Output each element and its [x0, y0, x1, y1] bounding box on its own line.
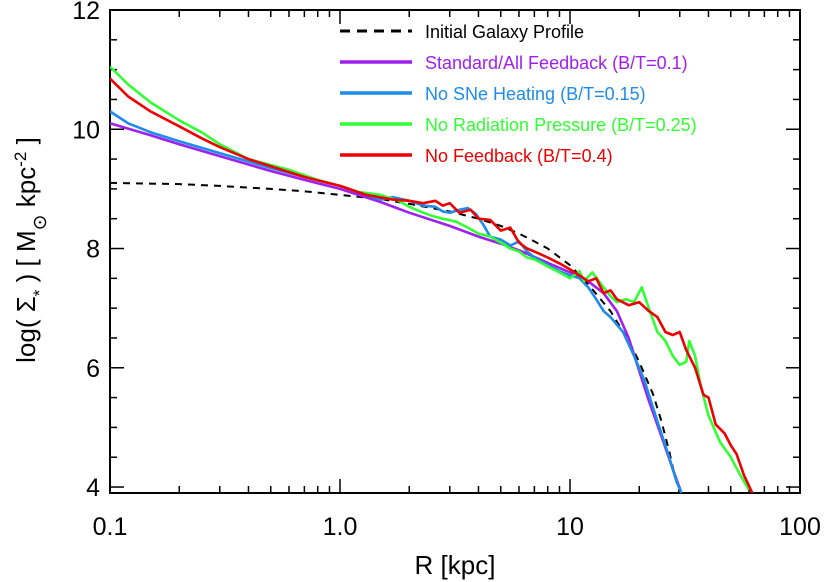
y-axis-title: log( Σ* ) [ M⊙ kpc-2 ] — [11, 137, 51, 363]
y-axis-title-part: ] — [11, 137, 41, 151]
plot-frame — [109, 9, 801, 494]
x-tick-label: 10 — [556, 513, 584, 541]
y-axis-title-part: * — [30, 289, 49, 296]
y-axis-title-part: kpc — [11, 167, 41, 215]
x-tick-label: 1.0 — [323, 513, 358, 541]
y-tick-label: 4 — [86, 474, 100, 502]
legend: Initial Galaxy Profile Standard/All Feedb… — [340, 22, 697, 166]
y-tick-label: 12 — [72, 0, 100, 25]
y-axis-title-part: ⊙ — [30, 214, 51, 230]
legend-label: No Feedback (B/T=0.4) — [425, 146, 613, 166]
series-line — [110, 110, 683, 493]
x-tick-label: 0.1 — [93, 513, 128, 541]
x-axis-title: R [kpc] — [415, 550, 496, 580]
y-tick-label: 8 — [86, 236, 100, 264]
legend-label: Standard/All Feedback (B/T=0.1) — [425, 53, 688, 73]
legend-label: No Radiation Pressure (B/T=0.25) — [425, 115, 697, 135]
y-tick-label: 10 — [72, 116, 100, 144]
series-line — [110, 77, 754, 493]
axis-ticks — [109, 9, 801, 493]
legend-label: Initial Galaxy Profile — [425, 22, 584, 42]
series-line — [110, 181, 681, 493]
y-axis-title-part: log( Σ — [11, 296, 41, 363]
x-tick-label: 100 — [779, 513, 821, 541]
y-axis-title-part: ) [ M — [11, 230, 41, 289]
legend-label: No SNe Heating (B/T=0.15) — [425, 84, 646, 104]
series-group — [110, 65, 754, 493]
tick-labels: 0.1 1.0 10 100 4 6 8 10 12 — [72, 0, 821, 541]
y-axis-title-part: -2 — [11, 152, 30, 167]
series-line — [110, 122, 683, 493]
plot-area: Initial Galaxy Profile Standard/All Feedb… — [109, 9, 801, 494]
series-line — [110, 65, 751, 491]
y-tick-label: 6 — [86, 355, 100, 383]
